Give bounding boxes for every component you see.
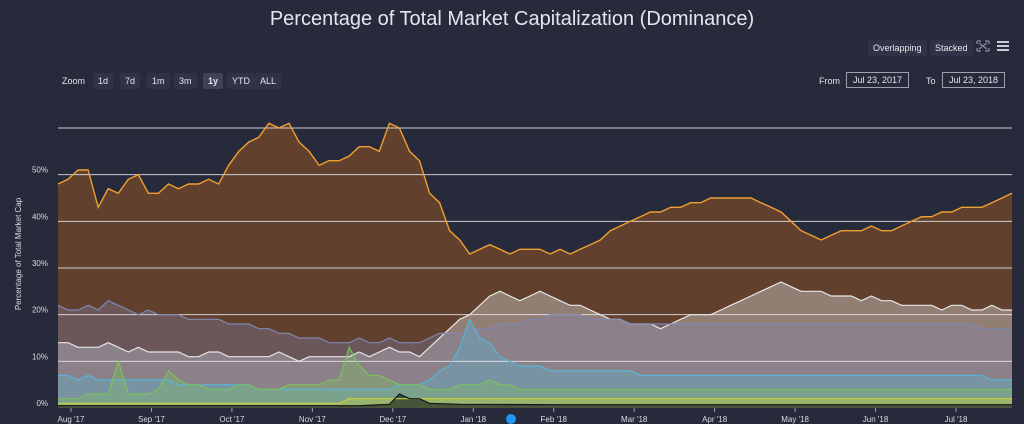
series-area-1 xyxy=(58,282,1012,408)
series-line-6 xyxy=(58,393,1012,407)
zoom-all-button[interactable]: ALL xyxy=(255,73,282,89)
zoom-label: Zoom xyxy=(62,76,86,86)
series-line-4 xyxy=(58,345,1012,400)
series-area-4 xyxy=(58,347,1012,408)
y-tick-label: 30% xyxy=(32,259,48,268)
y-tick-label: 40% xyxy=(32,212,48,221)
x-tick-label: Dec '17 xyxy=(379,415,406,424)
zoom-7d-button[interactable]: 7d xyxy=(120,73,141,89)
to-date-input[interactable]: Jul 23, 2018 xyxy=(942,72,1006,88)
from-label: From xyxy=(819,76,840,86)
series-line-5 xyxy=(58,398,1012,404)
zoom-ytd-button[interactable]: YTD xyxy=(227,73,255,89)
from-date-input[interactable]: Jul 23, 2017 xyxy=(846,72,910,88)
zoom-3m-button[interactable]: 3m xyxy=(174,73,197,89)
zoom-1d-button[interactable]: 1d xyxy=(93,73,114,89)
x-tick-label: May '18 xyxy=(781,415,809,424)
to-label: To xyxy=(926,76,936,86)
zoom-1m-button[interactable]: 1m xyxy=(147,73,170,89)
x-tick-label: Aug '17 xyxy=(58,415,85,424)
series-line-2 xyxy=(57,299,1012,344)
x-tick-label: Jun '18 xyxy=(863,415,889,424)
zoom-1y-button[interactable]: 1y xyxy=(203,73,224,89)
x-axis-ticks: Aug '17 Sep '17 Oct '17 Nov '17 Dec '17 Jan '… xyxy=(58,408,968,424)
navigator-handle[interactable] xyxy=(506,414,516,424)
x-tick-label: Mar '18 xyxy=(621,415,648,424)
series-line-0 xyxy=(57,122,1013,255)
x-tick-label: Nov '17 xyxy=(299,415,326,424)
menu-icon[interactable] xyxy=(996,40,1010,52)
stacked-button[interactable]: Stacked xyxy=(930,40,973,56)
y-axis-label: Percentage of Total Market Cap xyxy=(14,197,23,310)
series-line-1 xyxy=(58,281,1012,362)
y-axis-ticks: 0% 10% 20% 30% 40% 50% xyxy=(32,166,48,408)
y-tick-label: 20% xyxy=(32,306,48,315)
chart-title: Percentage of Total Market Capitalizatio… xyxy=(269,8,755,30)
y-tick-label: 0% xyxy=(36,399,48,408)
x-tick-label: Sep '17 xyxy=(138,415,165,424)
overlapping-button[interactable]: Overlapping xyxy=(868,40,927,56)
x-tick-label: Feb '18 xyxy=(541,415,568,424)
series-line-3 xyxy=(58,317,1012,390)
series-area-2 xyxy=(58,300,1012,408)
y-tick-label: 50% xyxy=(32,166,48,175)
fullscreen-icon[interactable] xyxy=(976,40,990,52)
y-tick-label: 10% xyxy=(32,352,48,361)
series-lines xyxy=(57,122,1013,407)
x-tick-label: Jan '18 xyxy=(460,415,486,424)
x-tick-label: Oct '17 xyxy=(219,415,245,424)
x-tick-label: Jul '18 xyxy=(945,415,968,424)
x-tick-label: Apr '18 xyxy=(702,415,728,424)
series-areas xyxy=(58,123,1012,409)
grid-lines xyxy=(58,127,1012,362)
series-area-3 xyxy=(58,319,1012,408)
